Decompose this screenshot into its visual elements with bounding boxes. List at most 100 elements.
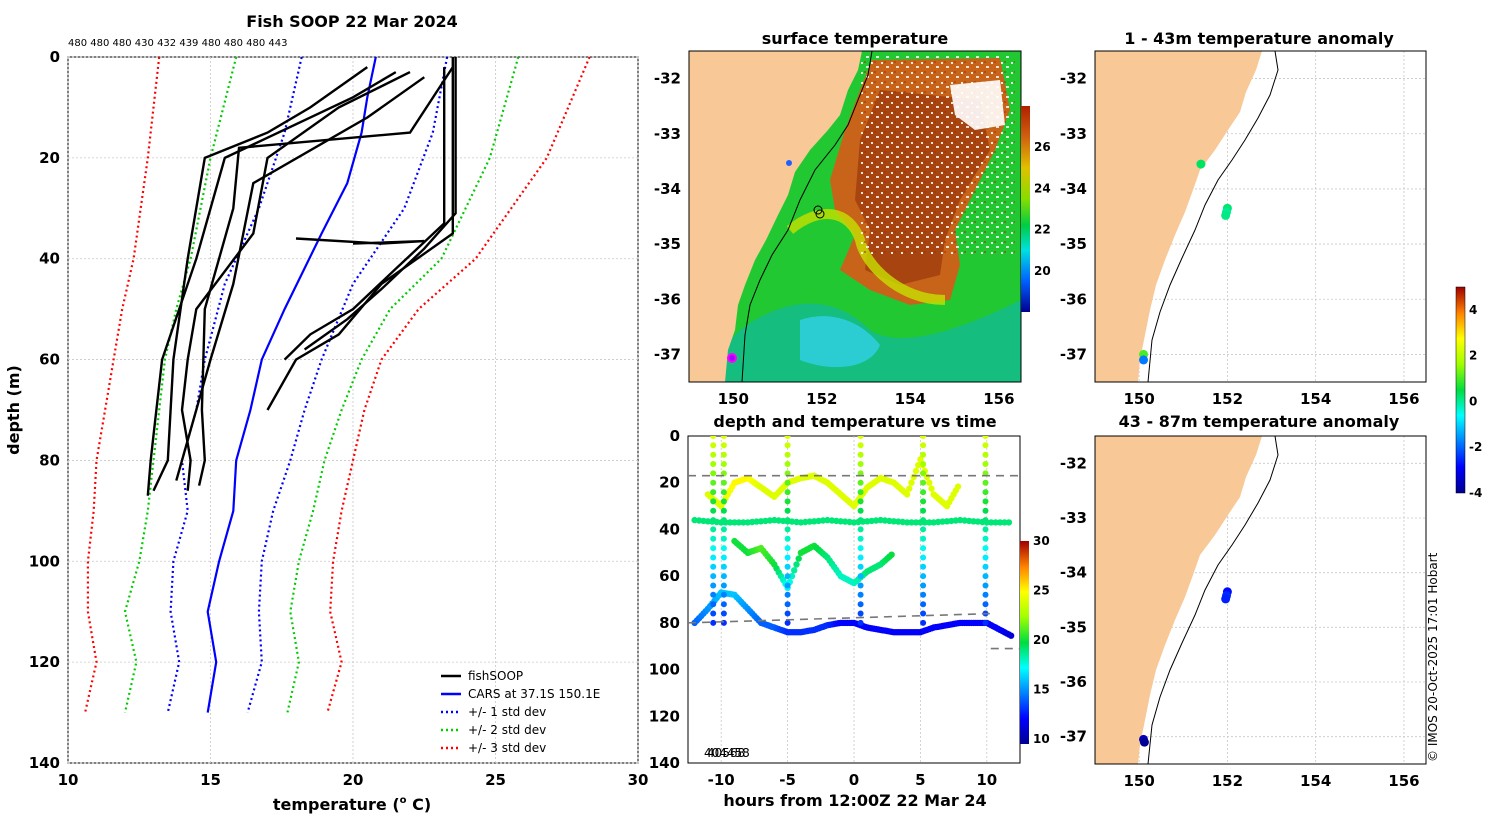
anomaly-map-shallow-land <box>1095 51 1262 382</box>
timeseries-dive-point <box>784 461 791 467</box>
anomaly-map-shallow: 1 - 43m temperature anomaly 150 152 154 156… <box>1060 29 1427 408</box>
timeseries-colorbar-tick-label: 25 <box>1033 584 1050 598</box>
timeseries-dive-point <box>857 610 864 617</box>
timeseries-data-point <box>903 519 911 526</box>
sst-y-tick-label: -32 <box>654 70 681 88</box>
sst-track-point <box>786 160 792 166</box>
anomaly-map-shallow-axes-box <box>1094 50 1427 383</box>
sst-y-tick-label: -34 <box>654 180 681 198</box>
timeseries-dive-point <box>784 582 791 589</box>
timeseries-dive-point <box>710 517 717 524</box>
anomaly-map-shallow-point <box>1221 210 1231 220</box>
timeseries-dive-point <box>710 451 717 458</box>
timeseries-dive-point <box>857 489 864 496</box>
sst-x-tick-label: 152 <box>806 390 837 408</box>
timeseries-dive-point <box>982 442 989 449</box>
timeseries-dive-point <box>857 517 864 524</box>
profile-y-tick-label: 120 <box>29 653 60 671</box>
timeseries-data-point <box>1001 519 1008 526</box>
timeseries-dive-point <box>982 507 989 514</box>
timeseries-dive-point <box>982 554 989 561</box>
timeseries-dive-point <box>710 507 717 514</box>
timeseries-dive-point <box>920 526 927 533</box>
timeseries-dive-point <box>784 489 791 496</box>
sst-colorbar-tick-label: 24 <box>1034 181 1051 195</box>
timeseries-dive-point <box>720 442 727 449</box>
profile-legend: fishSOOP CARS at 37.1S 150.1E +/- 1 std de… <box>441 669 600 755</box>
timeseries-dive-point <box>784 442 791 449</box>
timeseries-dive-point <box>920 461 927 467</box>
timeseries-dive-point <box>920 554 927 561</box>
sst-tick-labels: 150 152 154 156 -32 -33 -34 -35 -36 -37 <box>654 70 1015 408</box>
timeseries-dive-point <box>982 526 989 533</box>
anomaly-map-shallow-isobath <box>1147 51 1279 382</box>
timeseries-dive-point <box>710 573 717 580</box>
timeseries-data-point <box>740 519 747 526</box>
profile-x-tick-label: 20 <box>343 771 364 789</box>
timeseries-dive-point <box>710 582 717 589</box>
timeseries-dive-point <box>982 461 989 467</box>
profile-legend-label: CARS at 37.1S 150.1E <box>468 687 600 701</box>
anomaly-colorbar-tick-label: -2 <box>1469 440 1482 454</box>
timeseries-dive-point <box>720 554 727 561</box>
timeseries-ids-overlap: 40568 <box>707 746 745 760</box>
timeseries-dive-point <box>920 563 927 570</box>
timeseries-dive-point <box>857 554 864 561</box>
credit-text: © IMOS 20-Oct-2025 17:01 Hobart <box>1426 552 1440 762</box>
timeseries-dive-point <box>710 563 717 570</box>
timeseries-dive-point <box>710 591 717 598</box>
timeseries-y-tick-label: 140 <box>649 754 680 772</box>
timeseries-dive-point <box>920 582 927 589</box>
profile-y-tick-label: 80 <box>39 451 60 469</box>
timeseries-colorbar-tick-label: 30 <box>1033 534 1050 548</box>
timeseries-dive-point <box>720 489 727 496</box>
anomaly-map-shallow-points <box>1139 159 1232 365</box>
timeseries-dive-point <box>720 535 727 542</box>
timeseries-y-tick-label: 0 <box>670 427 680 445</box>
anomaly-map-deep: 43 - 87m temperature anomaly 150 152 154 15… <box>1060 412 1427 790</box>
anomaly-map-deep-x-tick-label: 150 <box>1123 772 1154 790</box>
timeseries-dive-point <box>920 619 927 626</box>
timeseries-dive-point <box>710 610 717 617</box>
timeseries-dive-point <box>920 436 927 439</box>
timeseries-dive-point <box>920 545 927 552</box>
profile-tick-labels: 10 15 20 25 30 0 20 40 60 80 100 120 140 <box>29 48 649 789</box>
timeseries-dive-point <box>784 610 791 617</box>
profile-series-line <box>152 66 368 492</box>
timeseries-dive-point <box>720 517 727 524</box>
sst-isobath <box>741 51 873 382</box>
profile-x-tick-label: 10 <box>58 771 79 789</box>
timeseries-data-point <box>926 479 933 486</box>
timeseries-dive-point <box>857 563 864 570</box>
profile-series-line <box>146 71 397 496</box>
profile-y-tick-label: 20 <box>39 149 60 167</box>
anomaly-map-deep-y-tick-label: -33 <box>1060 509 1087 527</box>
timeseries-dive-point <box>720 498 727 505</box>
timeseries-dive-point <box>784 591 791 598</box>
profile-legend-label: +/- 3 std dev <box>468 741 546 755</box>
profile-cast-counts: 480 480 480 430 432 439 480 480 480 443 <box>68 38 287 49</box>
timeseries-dive-point <box>784 619 791 626</box>
timeseries-dive-point <box>920 573 927 580</box>
profile-title: Fish SOOP 22 Mar 2024 <box>246 12 457 31</box>
timeseries-dive-point <box>982 591 989 598</box>
timeseries-data-point <box>992 519 999 526</box>
sst-x-tick-label: 150 <box>718 390 749 408</box>
profile-series-line <box>197 66 454 486</box>
timeseries-dive-point <box>710 619 717 626</box>
profile-y-tick-label: 0 <box>50 48 60 66</box>
timeseries-dive-point <box>710 489 717 496</box>
profile-y-axis-label: depth (m) <box>4 365 23 455</box>
anomaly-map-shallow-x-tick-label: 154 <box>1300 390 1331 408</box>
timeseries-reference-line <box>688 612 994 624</box>
timeseries-dive-point <box>920 498 927 505</box>
timeseries-dive-point <box>857 545 864 552</box>
sst-colorbar-tick-label: 20 <box>1034 264 1051 278</box>
sst-x-tick-label: 154 <box>895 390 926 408</box>
timeseries-data-point <box>996 519 1004 526</box>
timeseries-dive-point <box>857 436 864 439</box>
profile-series-line <box>283 67 446 361</box>
profile-series-line <box>326 57 591 713</box>
timeseries-data-point <box>903 491 911 498</box>
timeseries-dive-point <box>982 545 989 552</box>
